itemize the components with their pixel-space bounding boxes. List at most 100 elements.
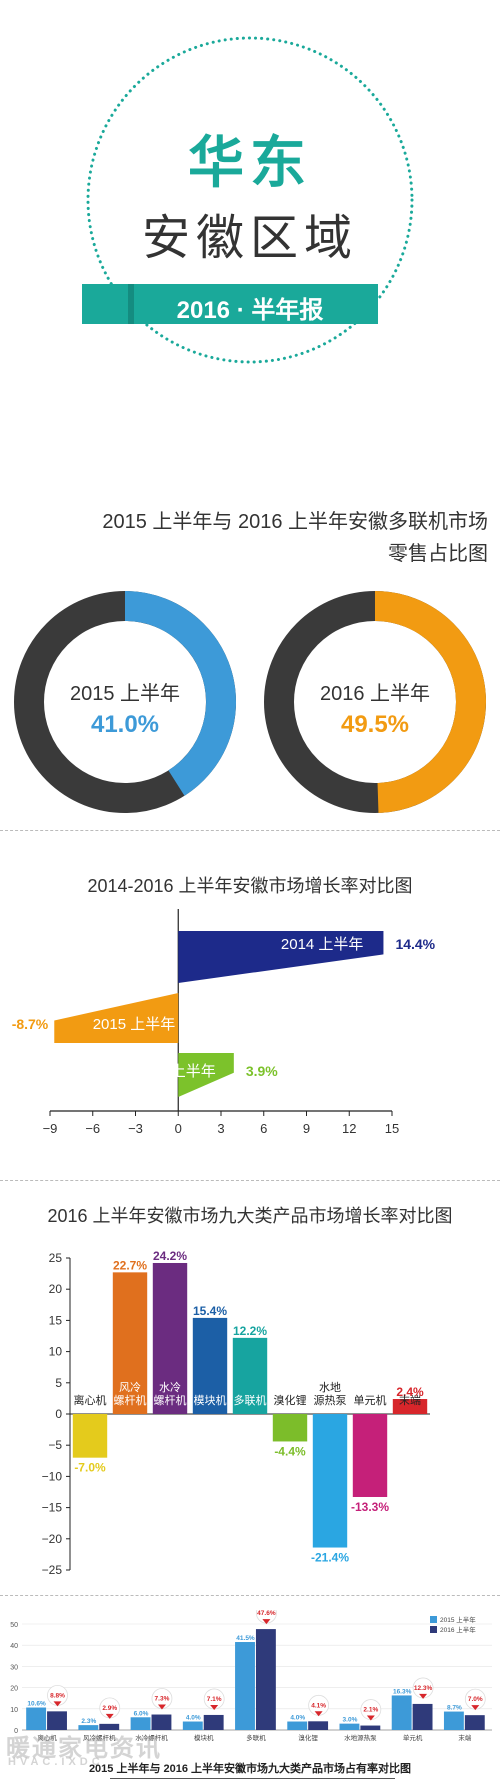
y-tick-label: 0 (55, 1407, 62, 1421)
share-bar (130, 1717, 151, 1730)
category-label: 源热泵 (314, 1393, 347, 1407)
share-badge-label: 8.8% (50, 1692, 65, 1699)
watermark-cn: 暖通家电资讯 (6, 1735, 162, 1762)
share-value-label-2015: 4.0% (290, 1715, 305, 1722)
x-tick-label: 15 (385, 1121, 399, 1136)
watermark-en: HVAC.IXDC (8, 1756, 104, 1768)
growth-bar-category-label: 2015 上半年 (93, 1016, 176, 1033)
share-category-label: 离心机 (37, 1733, 57, 1742)
share-badge-label: 2.9% (102, 1705, 117, 1712)
y-tick-label: 25 (49, 1251, 63, 1265)
share-badge-arrow (105, 1713, 114, 1719)
category-bar (392, 1399, 428, 1414)
share-badge-label: 2.1% (363, 1707, 378, 1714)
y-tick-label: −25 (42, 1563, 63, 1577)
category-label: 多联机 (234, 1393, 267, 1407)
share-badge-label: 7.3% (155, 1696, 170, 1703)
y-tick-label: 15 (49, 1313, 63, 1327)
category-bar (192, 1317, 228, 1414)
y-tick-label: 20 (49, 1282, 63, 1296)
y-tick-label: 0 (14, 1728, 18, 1735)
category-label: 单元机 (354, 1393, 387, 1407)
growth-bar-category-label: 2014 上半年 (281, 936, 364, 953)
share-bar (203, 1714, 224, 1730)
growth-bar (178, 931, 384, 983)
share-bar (339, 1723, 360, 1730)
share-bar (464, 1715, 485, 1730)
categories-title: 2016 上半年安徽市场九大类产品市场增长率对比图 (47, 1206, 453, 1226)
growth-bar-value-label: 14.4% (395, 936, 435, 952)
category-growth-chart: −25 −20 −15 −10 −5 0 5 10 15 20 25 -7.0% 离心机 22.7% 风冷螺… (42, 1249, 430, 1577)
share-bar (235, 1642, 255, 1730)
divider (0, 1180, 500, 1181)
y-tick-label: −5 (48, 1438, 62, 1452)
category-bar (232, 1337, 268, 1414)
share-category-label: 溴化锂 (298, 1733, 318, 1742)
share-caption: 2015 上半年与 2016 上半年安徽市场九大类产品市场占有率对比图 (88, 1763, 412, 1775)
share-badge-arrow (471, 1705, 480, 1711)
category-value-label: 22.7% (113, 1258, 147, 1272)
category-label: 水地 (319, 1381, 341, 1394)
growth-bar-value-label: 3.9% (246, 1063, 278, 1079)
share-value-label-2015: 8.7% (447, 1705, 462, 1712)
share-category-label: 水冷螺杆机 (135, 1733, 168, 1742)
donut-value-label: 49.5% (341, 711, 409, 738)
y-tick-label: −20 (42, 1532, 63, 1546)
share-bar (26, 1707, 47, 1730)
donut-slice-value (374, 591, 486, 813)
share-badge-label: 12.3% (414, 1685, 433, 1692)
donut-slice-value (124, 591, 236, 796)
province-title: 安徽区域 (141, 212, 358, 265)
share-badge-label: 47.6% (257, 1610, 276, 1617)
share-bar (443, 1711, 464, 1730)
category-value-label: 15.4% (193, 1304, 227, 1318)
category-label: 螺杆机 (114, 1393, 147, 1407)
share-category-label: 风冷螺杆机 (83, 1733, 116, 1742)
legend-swatch (430, 1616, 437, 1623)
category-label: 水冷 (159, 1381, 181, 1394)
category-value-label: -4.4% (274, 1444, 306, 1458)
share-category-label: 模块机 (194, 1733, 214, 1742)
category-bar (112, 1272, 148, 1414)
growth-title: 2014-2016 上半年安徽市场增长率对比图 (87, 876, 413, 896)
x-tick-label: 3 (217, 1121, 224, 1136)
header-graphic (86, 36, 414, 364)
share-value-label-2015: 4.0% (186, 1715, 201, 1722)
category-bar (272, 1414, 308, 1442)
share-bar (308, 1721, 329, 1730)
share-badge-arrow (262, 1619, 271, 1625)
y-tick-label: −15 (42, 1501, 63, 1515)
x-tick-label: 0 (175, 1121, 182, 1136)
y-tick-label: 5 (55, 1376, 62, 1390)
x-tick-label: −9 (43, 1121, 58, 1136)
donut-charts: 2015 上半年 41.0% 2016 上半年 49.5% (14, 591, 486, 813)
growth-chart: 2014 上半年 14.4% 2015 上半年 -8.7% 2016 上半年 3.9% −9… (12, 909, 436, 1136)
share-value-label-2015: 41.5% (236, 1635, 255, 1642)
y-tick-label: −10 (42, 1469, 63, 1483)
donut-title-line1: 2015 上半年与 2016 上半年安徽多联机市场 (102, 511, 488, 533)
category-label: 螺杆机 (154, 1393, 187, 1407)
category-bar (352, 1414, 388, 1497)
category-value-label: 12.2% (233, 1324, 267, 1338)
legend-label: 2015 上半年 (440, 1615, 476, 1624)
share-value-label-2015: 3.0% (343, 1717, 358, 1724)
category-bar (152, 1262, 188, 1414)
market-share-chart: 0 10 20 30 40 50 10.6% 8.8% 离心机 2.3% 2.9% 风冷螺杆机 6.0%… (10, 1610, 492, 1742)
share-value-label-2015: 6.0% (134, 1710, 149, 1717)
share-badge-label: 7.0% (468, 1696, 483, 1703)
share-bar (412, 1703, 433, 1730)
growth-bar (54, 993, 179, 1043)
share-bar (78, 1725, 99, 1730)
x-tick-label: 6 (260, 1121, 267, 1136)
share-category-label: 末端 (458, 1733, 472, 1742)
y-tick-label: 20 (10, 1686, 18, 1693)
dotted-ring (86, 36, 414, 364)
category-value-label: 24.2% (153, 1249, 187, 1263)
share-bar (47, 1711, 67, 1730)
category-value-label: -7.0% (74, 1461, 106, 1475)
donut-value-label: 41.0% (91, 711, 159, 738)
donut-period-label: 2015 上半年 (70, 682, 180, 705)
category-label: 末端 (399, 1393, 421, 1407)
share-badge-arrow (53, 1701, 62, 1707)
share-badge-label: 4.1% (311, 1702, 326, 1709)
